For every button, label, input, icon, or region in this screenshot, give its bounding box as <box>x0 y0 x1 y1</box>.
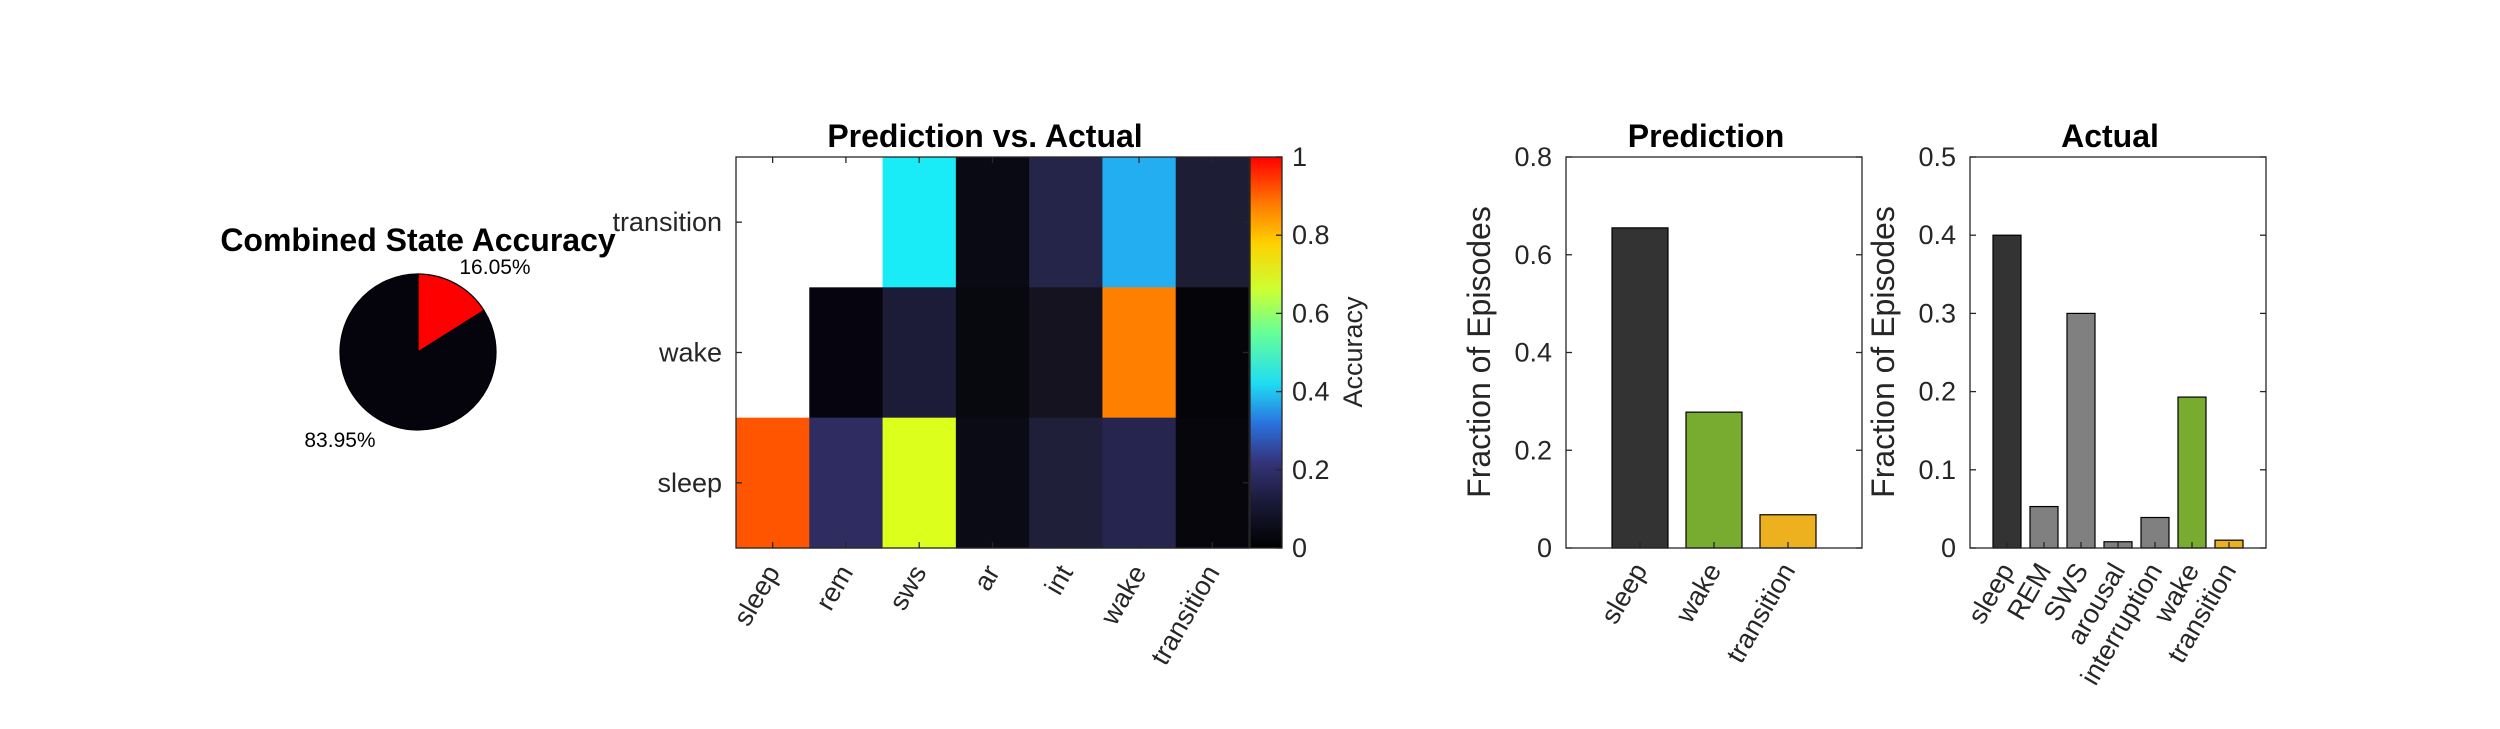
y-tick-label: 0.8 <box>1514 142 1552 172</box>
heatmap-cell <box>809 287 884 419</box>
colorbar-ticks: 0 0.2 0.4 0.6 0.8 1 <box>1276 142 1330 563</box>
prediction-y-ticks: 0 0.2 0.4 0.6 0.8 <box>1514 142 1862 563</box>
actual-bars <box>1992 234 2244 549</box>
heatmap-y-ticks: transition wake sleep <box>612 207 1249 498</box>
y-tick-label: 0.5 <box>1918 142 1956 172</box>
y-tick-label: wake <box>658 338 722 368</box>
x-tick-label: sleep <box>728 560 786 631</box>
heatmap-cell <box>1029 287 1104 419</box>
heatmap-cell <box>1102 417 1177 549</box>
bar <box>1611 227 1669 549</box>
colorbar-label: Accuracy <box>1338 296 1368 408</box>
colorbar-tick-label: 0 <box>1292 533 1307 563</box>
actual-y-ticks: 0 0.1 0.2 0.3 0.4 0.5 <box>1918 142 2266 563</box>
bar <box>2066 312 2096 549</box>
colorbar-tick-label: 0.8 <box>1292 220 1330 250</box>
colorbar-tick-label: 0.2 <box>1292 455 1330 485</box>
y-tick-label: 0.2 <box>1514 435 1552 465</box>
heatmap-cell <box>1175 157 1250 288</box>
prediction-panel: Prediction Fraction of Episodes 00.20.40… <box>1461 118 1863 668</box>
x-tick-label: ar <box>968 560 1006 596</box>
x-tick-label: sleep <box>1595 558 1653 629</box>
x-tick-label: rem <box>810 560 859 615</box>
heatmap-cells <box>736 157 1250 549</box>
prediction-ylabel: Fraction of Episodes <box>1461 206 1497 498</box>
actual-ylabel: Fraction of Episodes <box>1865 206 1901 498</box>
colorbar-tick-label: 0.6 <box>1292 298 1330 328</box>
heatmap-cell <box>809 417 884 549</box>
heatmap-cell <box>1175 287 1250 419</box>
colorbar <box>1249 156 1283 549</box>
x-tick-label: sws <box>883 560 932 615</box>
pie-title: Combined State Accuracy <box>220 222 616 258</box>
y-tick-label: 0.3 <box>1918 298 1956 328</box>
heatmap-cell <box>955 287 1030 419</box>
heatmap-cell <box>736 417 810 549</box>
heatmap-cell <box>1175 417 1250 549</box>
actual-x-ticks: sleepREMSWSarousalinterruptionwaketransi… <box>1962 542 2242 690</box>
y-tick-label: 0 <box>1941 533 1956 563</box>
heatmap-cell <box>882 287 957 419</box>
heatmap-title: Prediction vs. Actual <box>827 118 1142 154</box>
y-tick-label: 0.6 <box>1514 240 1552 270</box>
bar <box>2029 505 2059 549</box>
x-tick-label: transition <box>1720 558 1801 668</box>
pie-panel: Combined State Accuracy 16.05% 83.95% <box>220 222 616 452</box>
bar <box>1992 234 2022 549</box>
heatmap-cell <box>955 417 1030 549</box>
prediction-title: Prediction <box>1628 118 1784 154</box>
x-tick-label: int <box>1039 560 1079 600</box>
pie-slices <box>339 273 497 431</box>
pie-slice <box>417 273 485 354</box>
y-tick-label: transition <box>612 207 722 237</box>
heatmap-cell <box>1029 417 1104 549</box>
colorbar-tick-label: 0.4 <box>1292 377 1330 407</box>
y-tick-label: 0.4 <box>1514 338 1552 368</box>
x-tick-label: transition <box>1145 560 1226 670</box>
y-tick-label: 0.2 <box>1918 377 1956 407</box>
heatmap-panel: Prediction vs. Actual sleep rem sws ar int wa… <box>612 118 1368 670</box>
x-tick-label: wake <box>1094 560 1152 630</box>
y-tick-label: 0.1 <box>1918 455 1956 485</box>
bar <box>2177 396 2207 549</box>
pie-slice <box>339 273 497 431</box>
heatmap-cell <box>1102 157 1177 288</box>
heatmap-cell <box>882 157 957 288</box>
pie-slice-label: 83.95% <box>304 429 375 452</box>
heatmap-cell <box>882 417 957 549</box>
pie-slice-label: 16.05% <box>459 256 530 279</box>
actual-panel: Actual Fraction of Episodes 0 0.1 0.2 0.3 0.… <box>1865 118 2267 690</box>
heatmap-cell <box>1102 287 1177 419</box>
heatmap-cell <box>955 157 1030 288</box>
y-tick-label: 0 <box>1537 533 1552 563</box>
colorbar-tick-label: 1 <box>1292 142 1307 172</box>
y-tick-label: 0.4 <box>1918 220 1956 250</box>
actual-title: Actual <box>2061 118 2159 154</box>
prediction-bars <box>1611 227 1817 549</box>
x-tick-label: wake <box>1669 558 1727 628</box>
bar <box>1685 411 1743 549</box>
y-tick-label: sleep <box>657 468 722 498</box>
heatmap-cell <box>1029 157 1104 288</box>
